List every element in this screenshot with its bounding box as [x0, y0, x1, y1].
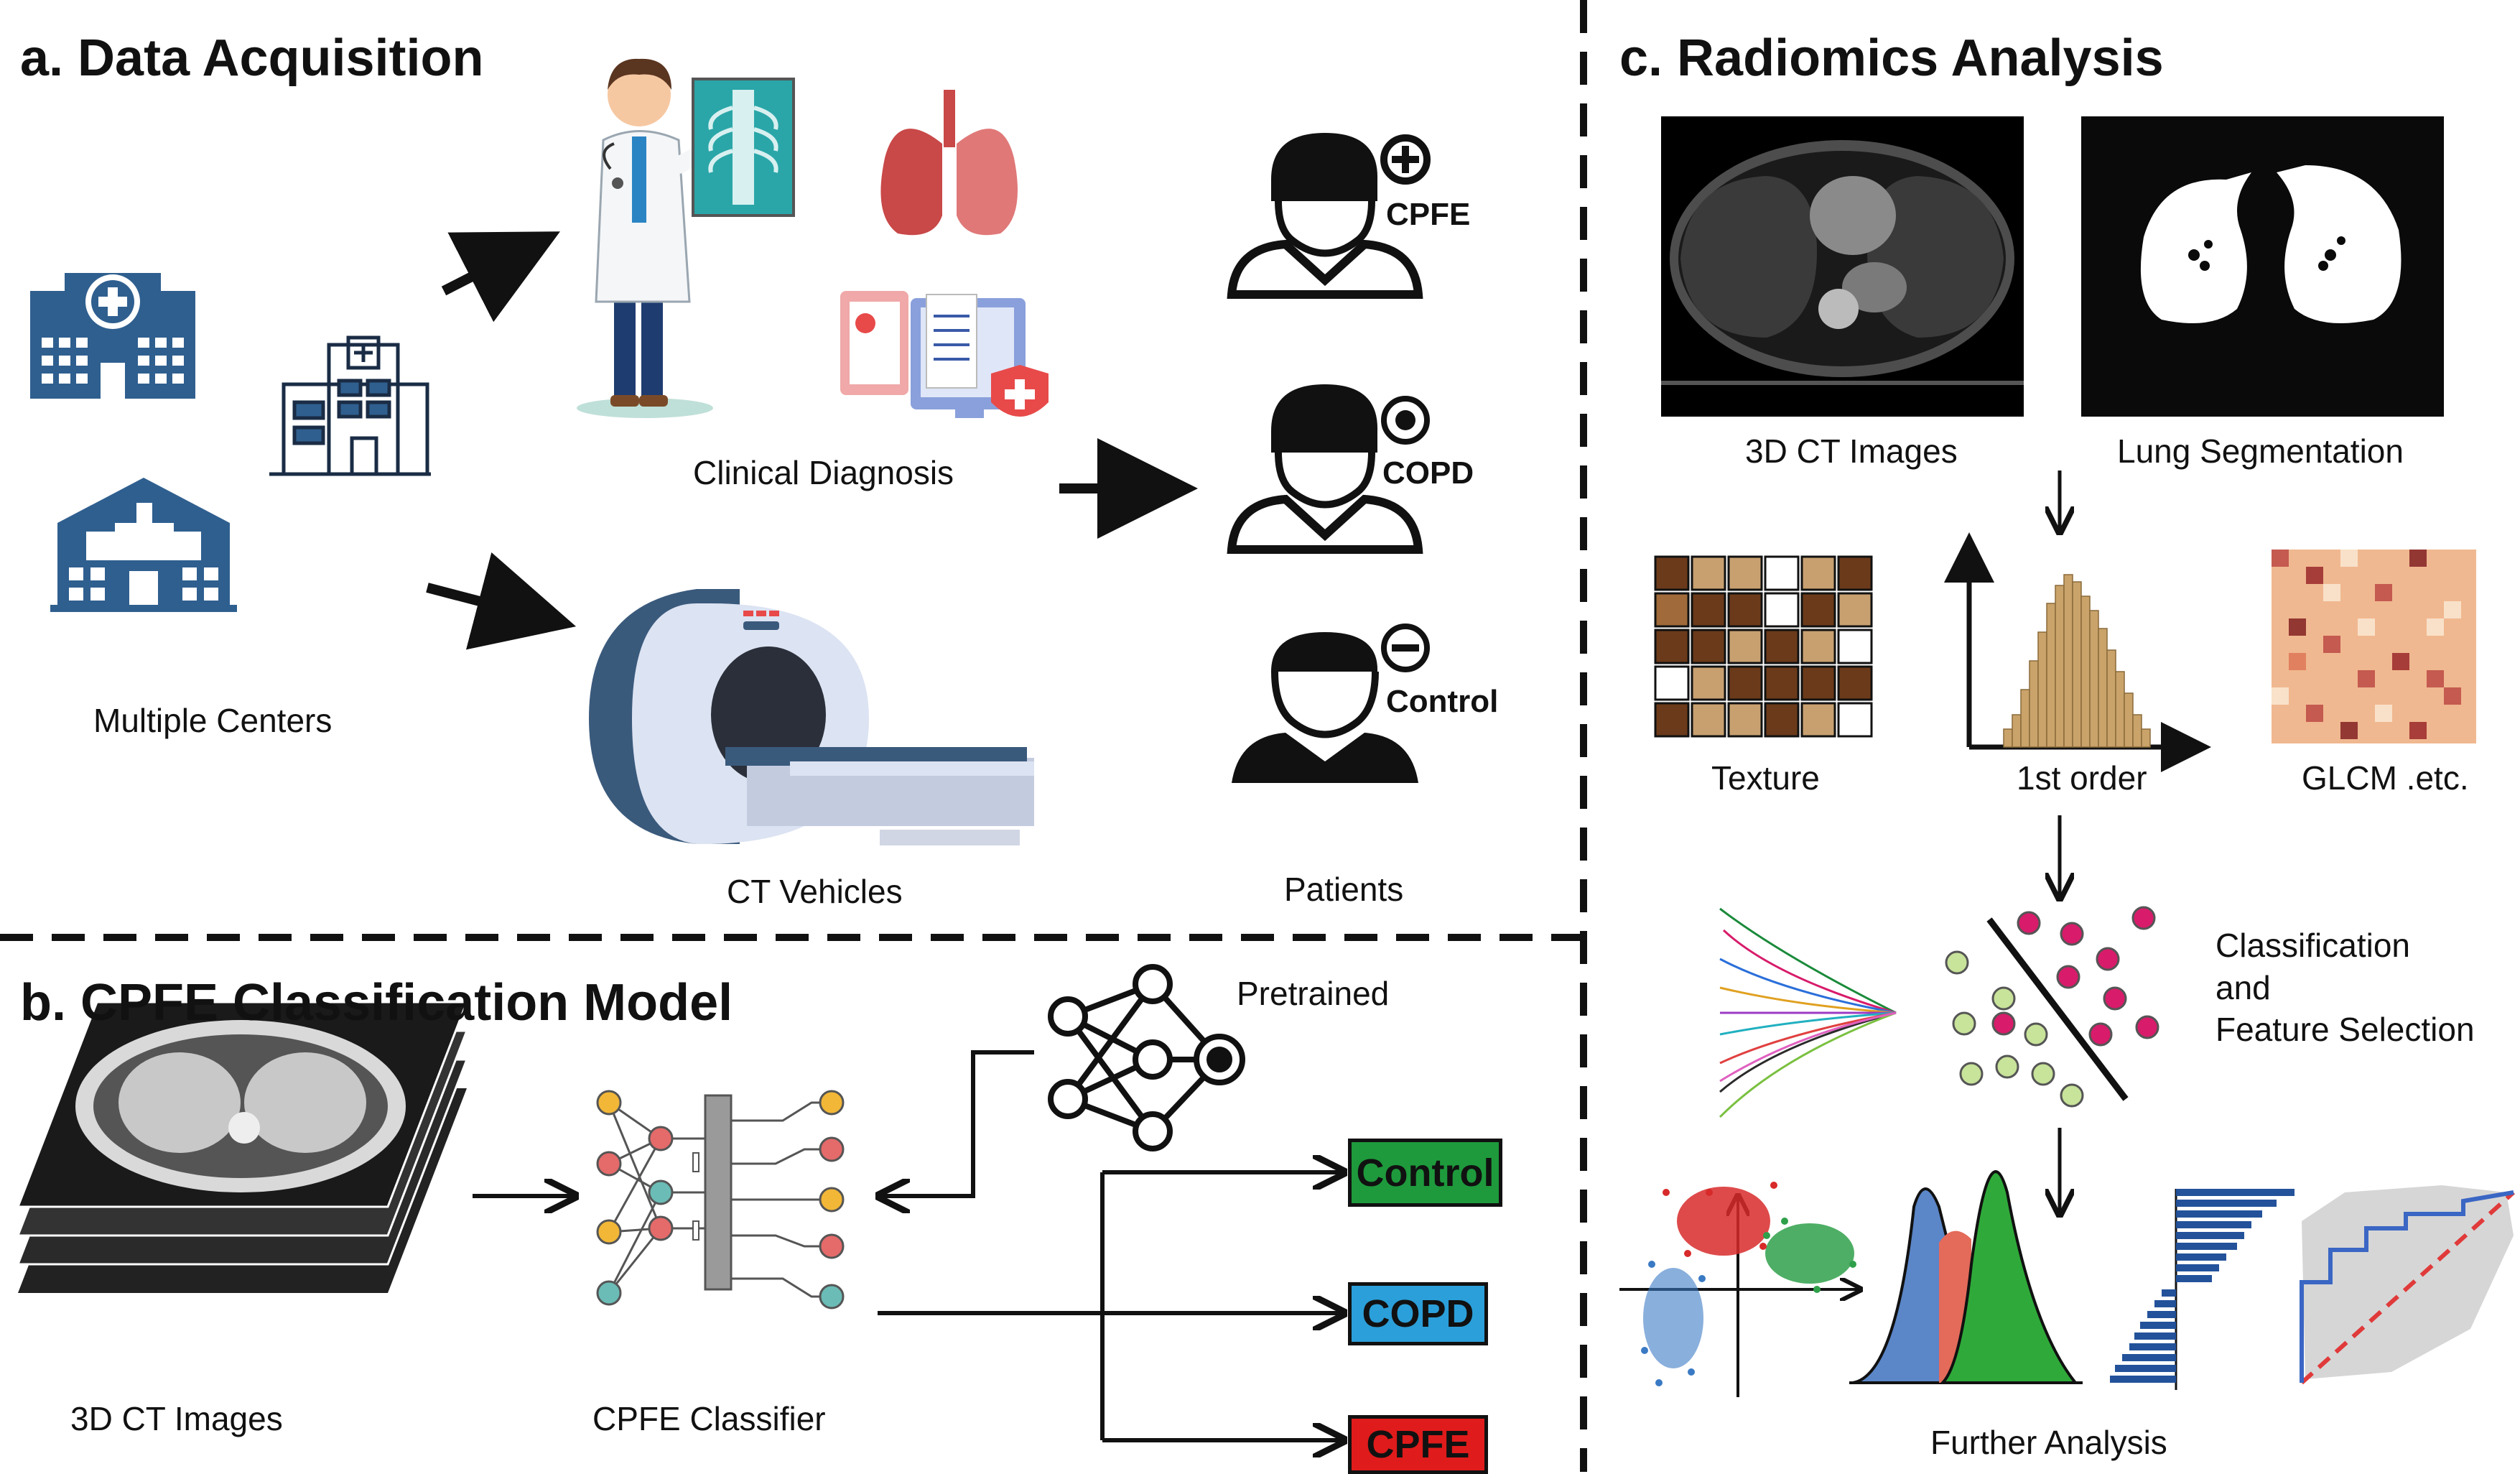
patient-control-icon [1232, 624, 1430, 783]
arrow-to-diagnosis [441, 231, 560, 323]
multiple-centers-label: Multiple Centers [93, 702, 333, 739]
density-plot [1849, 1170, 2083, 1384]
c-ct-images-label: 3D CT Images [1745, 432, 1958, 470]
svm-separation-plot [1945, 906, 2159, 1108]
patient-cpfe-icon [1227, 133, 1431, 299]
output-copd-box: COPD [1348, 1282, 1488, 1345]
further-analysis-label: Further Analysis [1930, 1424, 2167, 1461]
classification-label-line1: Classification [2216, 927, 2410, 964]
classification-label-line3: Feature Selection [2216, 1011, 2475, 1048]
classifier-label: CPFE Classifier [592, 1400, 826, 1437]
arrow-pretrained-to-classifier [880, 1050, 1034, 1196]
ct-image [1661, 116, 2024, 417]
lungs-icon [880, 90, 1018, 236]
feature-importance-bars [2110, 1189, 2294, 1390]
classification-label-line2: and [2216, 969, 2271, 1006]
lung-segmentation-image [2081, 116, 2444, 417]
hospital-outline-icon [269, 335, 431, 476]
first-order-label: 1st order [2017, 759, 2147, 797]
feature-path-plot [1719, 907, 1897, 1118]
input-ct-label: 3D CT Images [70, 1400, 283, 1437]
patient-group-copd-label: COPD [1382, 455, 1474, 491]
cluster-scatter-plot [1619, 1182, 1860, 1397]
output-cpfe-box: CPFE [1348, 1415, 1488, 1474]
medical-record-icon [840, 291, 1049, 418]
patient-group-cpfe-label: CPFE [1386, 197, 1471, 232]
section-c-title: c. Radiomics Analysis [1619, 29, 2164, 87]
classifier-network-icon [596, 1090, 845, 1310]
clinic-building-icon [50, 478, 237, 612]
section-a-title: a. Data Acquisition [20, 29, 484, 87]
arrow-to-ct [426, 552, 577, 650]
patient-group-control-label: Control [1386, 684, 1499, 719]
ct-vehicles-label: CT Vehicles [727, 873, 903, 910]
pretrained-network-icon [1048, 964, 1245, 1151]
output-tree [878, 1172, 1343, 1440]
texture-label: Texture [1711, 759, 1820, 797]
pretrained-label: Pretrained [1237, 975, 1390, 1012]
output-control-box: Control [1348, 1139, 1502, 1207]
section-b-title: b. CPFE Classification Model [20, 974, 733, 1032]
glcm-label: GLCM .etc. [2302, 759, 2469, 797]
c-lung-segmentation-label: Lung Segmentation [2117, 432, 2404, 470]
patient-copd-icon [1227, 384, 1430, 554]
xray-icon [692, 78, 795, 217]
hospital-icon [30, 273, 195, 399]
texture-grid [1654, 555, 1873, 738]
clinical-diagnosis-label: Clinical Diagnosis [693, 454, 954, 491]
histogram [1944, 532, 2211, 772]
roc-curve-plot [2300, 1185, 2516, 1385]
patients-label: Patients [1284, 871, 1404, 908]
ct-stack-icon [16, 1001, 469, 1293]
glcm-heatmap [2272, 550, 2476, 743]
ct-scanner-icon [589, 589, 1034, 845]
